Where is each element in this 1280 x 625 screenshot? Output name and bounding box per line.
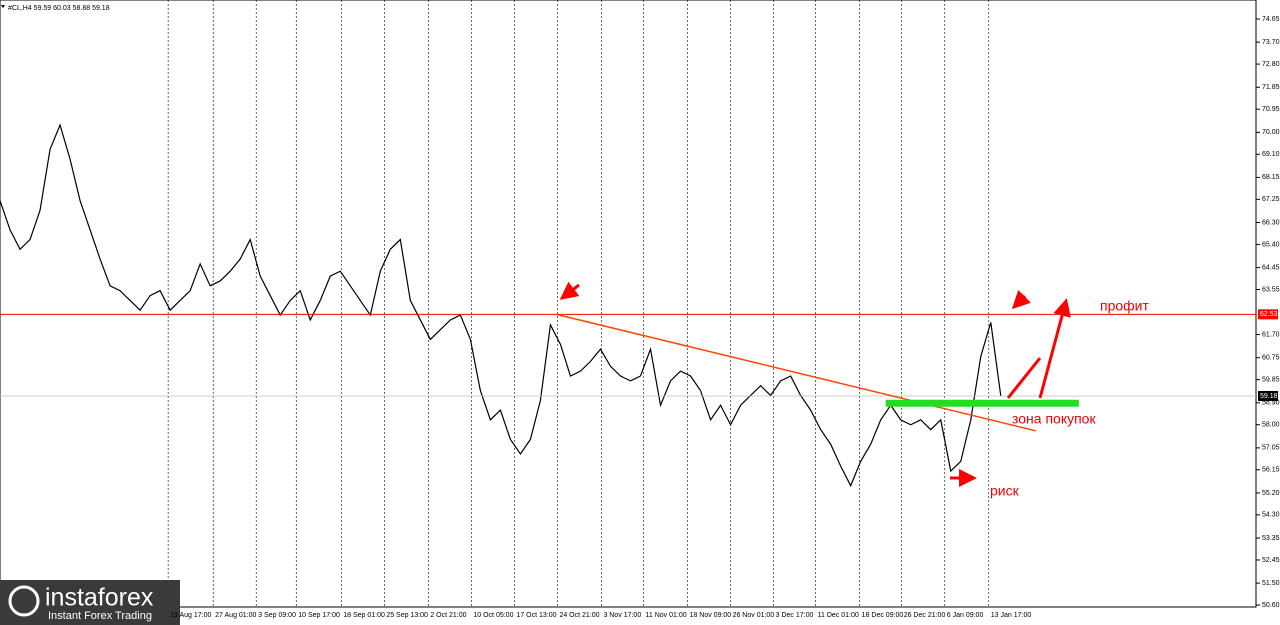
y-tick-label: 50.60 <box>1262 602 1280 609</box>
x-tick-label: 24 Oct 21:00 <box>559 612 599 619</box>
price-line <box>0 123 1002 488</box>
y-tick-label: 68.15 <box>1262 174 1280 181</box>
annotation: профит <box>1100 298 1149 314</box>
y-tick-label: 71.85 <box>1262 84 1280 91</box>
x-tick-label: 26 Dec 21:00 <box>904 612 946 619</box>
logo-icon <box>8 585 40 617</box>
logo-tagline: Instant Forex Trading <box>48 610 152 622</box>
y-tick-label: 66.30 <box>1262 219 1280 226</box>
level-label: 62.53 <box>1260 311 1278 318</box>
menu-icon <box>1 5 5 8</box>
x-tick-label: 3 Sep 09:00 <box>258 612 296 619</box>
arrow <box>559 281 580 300</box>
y-tick-label: 55.20 <box>1262 490 1280 497</box>
y-tick-label: 51.50 <box>1262 580 1280 587</box>
x-tick-label: 13 Jan 17:00 <box>991 612 1032 619</box>
grid <box>167 0 990 607</box>
y-tick-label: 64.45 <box>1262 264 1280 271</box>
y-tick-label: 70.95 <box>1262 106 1280 113</box>
y-tick-label: 72.80 <box>1262 61 1280 68</box>
arrow <box>1038 298 1071 399</box>
y-tick-label: 58.00 <box>1262 422 1280 429</box>
x-tick-label: 25 Sep 13:00 <box>386 612 428 619</box>
plot-area <box>0 0 1257 608</box>
x-tick-label: 18 Dec 09:00 <box>862 612 904 619</box>
annotation: зона покупок <box>1012 411 1096 427</box>
y-tick-label: 65.40 <box>1262 241 1280 248</box>
y-tick-label: 59.85 <box>1262 376 1280 383</box>
y-tick-label: 56.15 <box>1262 467 1280 474</box>
arrow <box>1006 357 1042 399</box>
y-tick-label: 63.55 <box>1262 286 1280 293</box>
y-tick-label: 74.65 <box>1262 16 1280 23</box>
x-tick-label: 18 Nov 09:00 <box>690 612 732 619</box>
x-tick-label: 11 Dec 01:00 <box>818 612 859 619</box>
logo-name: instaforex <box>45 584 154 612</box>
y-tick-label: 57.05 <box>1262 445 1280 452</box>
y-tick-label: 60.75 <box>1262 355 1280 362</box>
y-tick-label: 69.10 <box>1262 151 1280 158</box>
x-tick-label: 26 Nov 01:00 <box>733 612 775 619</box>
x-tick-label: 18 Sep 01:00 <box>343 612 385 619</box>
trendline <box>556 313 1037 432</box>
y-tick-label: 73.70 <box>1262 39 1280 46</box>
level-tag-bg <box>1258 309 1278 320</box>
last-price-tag-bg <box>1258 390 1278 401</box>
y-tick-label: 70.00 <box>1262 129 1280 136</box>
annotation: риск <box>990 483 1020 499</box>
x-tick-label: 19 Aug 17:00 <box>170 612 211 619</box>
y-tick-label: 54.30 <box>1262 512 1280 519</box>
arrow <box>1011 290 1031 310</box>
y-tick-label: 53.35 <box>1262 535 1280 542</box>
x-tick-label: 3 Nov 17:00 <box>603 612 641 619</box>
x-tick-label: 27 Aug 01:00 <box>215 612 256 619</box>
y-tick-label: 61.70 <box>1262 331 1280 338</box>
last-price-label: 59.18 <box>1260 393 1278 400</box>
plot <box>0 123 1256 488</box>
y-tick-label: 67.25 <box>1262 196 1280 203</box>
y-tick-label: 58.90 <box>1262 400 1280 407</box>
x-tick-label: 6 Jan 09:00 <box>947 612 984 619</box>
x-tick-label: 11 Nov 01:00 <box>646 612 687 619</box>
x-tick-label: 2 Oct 21:00 <box>430 612 466 619</box>
chart-title: #CL,H4 59.59 60.03 58.88 59.18 <box>8 5 110 12</box>
x-tick-label: 3 Dec 17:00 <box>776 612 814 619</box>
x-tick-label: 17 Oct 13:00 <box>516 612 556 619</box>
y-tick-label: 52.45 <box>1262 557 1280 564</box>
x-tick-label: 10 Sep 17:00 <box>298 612 340 619</box>
x-tick-label: 10 Oct 05:00 <box>473 612 513 619</box>
